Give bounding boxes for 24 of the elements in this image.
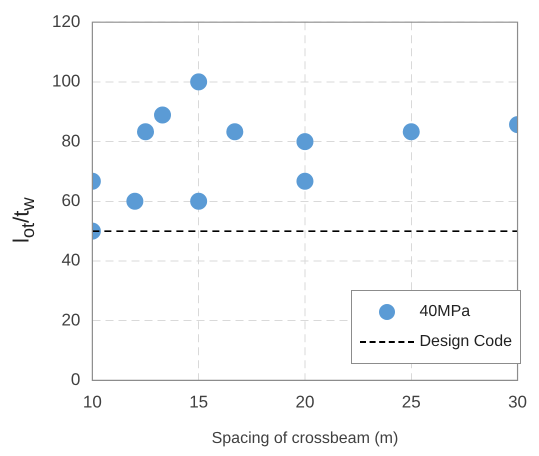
- point: [126, 192, 144, 210]
- legend-label: Design Code: [420, 333, 512, 351]
- x-tick-label: 25: [402, 392, 421, 412]
- point: [296, 133, 314, 150]
- point: [190, 73, 208, 90]
- y-tick-label: 40: [61, 250, 80, 270]
- x-tick-label: 20: [295, 392, 314, 412]
- point: [154, 106, 172, 124]
- point: [402, 123, 420, 140]
- x-tick-label: 15: [189, 392, 208, 412]
- y-tick-label: 60: [61, 190, 80, 210]
- point: [137, 123, 154, 140]
- x-tick-label: 30: [508, 392, 528, 412]
- point: [296, 172, 314, 190]
- y-tick-label: 0: [70, 370, 80, 390]
- point: [226, 123, 244, 140]
- y-tick-label: 80: [61, 131, 80, 150]
- y-tick-label: 20: [61, 310, 80, 330]
- y-tick-label: 100: [52, 72, 80, 91]
- y-tick-label: 120: [52, 12, 80, 31]
- x-tick-label: 10: [82, 392, 102, 412]
- x-axis-title: Spacing of crossbeam (m): [212, 430, 398, 447]
- point: [190, 192, 208, 210]
- legend-label: 40MPa: [420, 303, 470, 321]
